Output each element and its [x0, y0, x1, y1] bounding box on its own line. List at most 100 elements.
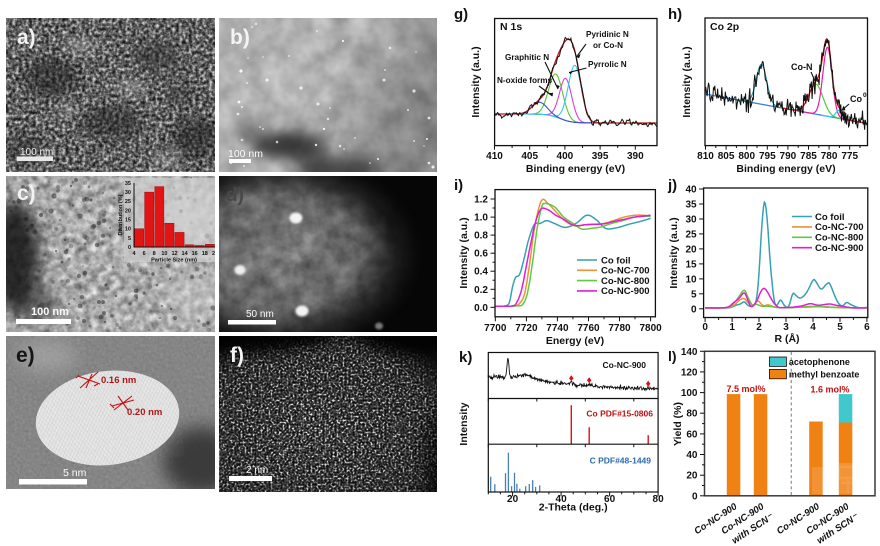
svg-text:j): j) [667, 177, 677, 194]
svg-text:14: 14 [182, 251, 189, 257]
svg-text:1: 1 [729, 322, 735, 333]
svg-text:Co-NC-800: Co-NC-800 [815, 233, 864, 244]
svg-text:Particle Size (nm): Particle Size (nm) [151, 258, 197, 264]
svg-text:780: 780 [821, 151, 838, 162]
svg-text:7800: 7800 [639, 323, 662, 334]
svg-text:6: 6 [143, 251, 146, 257]
svg-text:40: 40 [685, 185, 697, 196]
svg-text:20: 20 [125, 208, 131, 214]
svg-text:c): c) [17, 182, 36, 205]
svg-text:Binding energy (eV): Binding energy (eV) [526, 163, 625, 175]
svg-text:l): l) [668, 348, 677, 364]
svg-text:0: 0 [128, 245, 131, 251]
svg-text:7780: 7780 [608, 323, 631, 334]
svg-text:Co 2p: Co 2p [710, 21, 739, 33]
svg-text:6: 6 [864, 322, 870, 333]
svg-text:Co-NC-800: Co-NC-800 [601, 276, 650, 287]
svg-text:16: 16 [192, 251, 198, 257]
svg-text:800: 800 [738, 151, 755, 162]
svg-text:10: 10 [125, 227, 131, 233]
svg-text:f): f) [230, 344, 244, 367]
svg-text:Intensity (a.u.): Intensity (a.u.) [681, 46, 693, 117]
svg-text:d): d) [226, 185, 244, 206]
svg-text:0.4: 0.4 [474, 267, 488, 278]
svg-text:e): e) [16, 344, 35, 367]
svg-text:395: 395 [592, 151, 609, 162]
svg-text:790: 790 [780, 151, 797, 162]
svg-text:795: 795 [759, 151, 776, 162]
svg-text:7.5 mol%: 7.5 mol% [726, 384, 765, 394]
svg-text:2 nm: 2 nm [246, 465, 268, 476]
svg-text:g): g) [454, 6, 468, 23]
svg-text:2: 2 [756, 322, 762, 333]
svg-text:acetophenone: acetophenone [789, 357, 850, 367]
svg-text:60: 60 [604, 494, 616, 505]
svg-text:3: 3 [783, 322, 789, 333]
svg-text:N-oxide forms: N-oxide forms [497, 76, 552, 85]
svg-text:Co-NC-900: Co-NC-900 [815, 243, 864, 254]
svg-text:7760: 7760 [577, 323, 600, 334]
svg-text:400: 400 [557, 151, 574, 162]
svg-text:Energy (eV): Energy (eV) [546, 335, 604, 346]
svg-text:25: 25 [125, 199, 131, 205]
svg-text:35: 35 [125, 181, 131, 187]
svg-text:0: 0 [863, 92, 867, 99]
svg-text:Co: Co [850, 94, 862, 104]
svg-text:i): i) [454, 177, 463, 194]
svg-text:4: 4 [132, 251, 136, 257]
svg-text:390: 390 [627, 151, 644, 162]
svg-text:100: 100 [681, 388, 698, 399]
svg-text:Co-NC-700: Co-NC-700 [601, 266, 650, 277]
svg-text:10: 10 [685, 274, 697, 285]
svg-text:410: 410 [486, 151, 503, 162]
svg-text:Co foil: Co foil [815, 212, 845, 223]
svg-text:120: 120 [681, 367, 698, 378]
svg-text:Yield (%): Yield (%) [672, 402, 684, 446]
svg-text:5: 5 [128, 236, 131, 242]
svg-text:Co-N: Co-N [791, 62, 813, 72]
svg-text:0.6: 0.6 [474, 249, 488, 260]
svg-text:15: 15 [685, 259, 697, 270]
svg-text:100 nm: 100 nm [31, 306, 69, 318]
svg-text:Co foil: Co foil [601, 255, 631, 266]
svg-text:0.20 nm: 0.20 nm [127, 407, 162, 418]
svg-text:Intensity: Intensity [458, 402, 470, 445]
svg-text:100 nm: 100 nm [20, 147, 53, 158]
svg-text:10: 10 [161, 251, 167, 257]
svg-text:25: 25 [685, 229, 697, 240]
svg-text:405: 405 [521, 151, 538, 162]
svg-text:775: 775 [841, 151, 858, 162]
svg-text:30: 30 [685, 215, 697, 226]
svg-text:Intensity (a.u.): Intensity (a.u.) [668, 217, 680, 288]
svg-text:Binding energy (eV): Binding energy (eV) [736, 163, 835, 175]
svg-text:80: 80 [653, 494, 665, 505]
svg-text:30: 30 [125, 190, 131, 196]
svg-text:35: 35 [685, 200, 697, 211]
svg-text:20: 20 [686, 471, 698, 482]
svg-text:1.2: 1.2 [474, 195, 488, 206]
svg-text:k): k) [459, 349, 472, 366]
svg-text:Co-NC-900: Co-NC-900 [601, 286, 650, 297]
svg-text:18: 18 [202, 251, 208, 257]
svg-text:40: 40 [686, 450, 698, 461]
svg-text:Pyridinic N: Pyridinic N [586, 30, 629, 39]
svg-text:5: 5 [837, 322, 843, 333]
svg-text:0.8: 0.8 [474, 231, 488, 242]
svg-text:4: 4 [810, 322, 816, 333]
svg-text:805: 805 [718, 151, 735, 162]
svg-text:C PDF#48-1449: C PDF#48-1449 [590, 456, 652, 466]
svg-text:0.2: 0.2 [474, 285, 488, 296]
svg-text:Co-NC-900: Co-NC-900 [603, 360, 647, 370]
svg-text:0.0: 0.0 [474, 303, 488, 314]
svg-text:810: 810 [697, 151, 714, 162]
svg-text:15: 15 [125, 218, 131, 224]
svg-text:methyl benzoate: methyl benzoate [789, 369, 860, 379]
svg-text:140: 140 [681, 347, 698, 358]
svg-text:Graphitic N: Graphitic N [505, 53, 549, 62]
svg-text:Intensity (a.u.): Intensity (a.u.) [458, 217, 470, 288]
svg-text:0: 0 [692, 491, 698, 502]
svg-text:7740: 7740 [546, 323, 569, 334]
svg-text:1.0: 1.0 [474, 213, 488, 224]
svg-text:N 1s: N 1s [500, 21, 522, 33]
svg-text:Intensity (a.u.): Intensity (a.u.) [470, 46, 482, 117]
